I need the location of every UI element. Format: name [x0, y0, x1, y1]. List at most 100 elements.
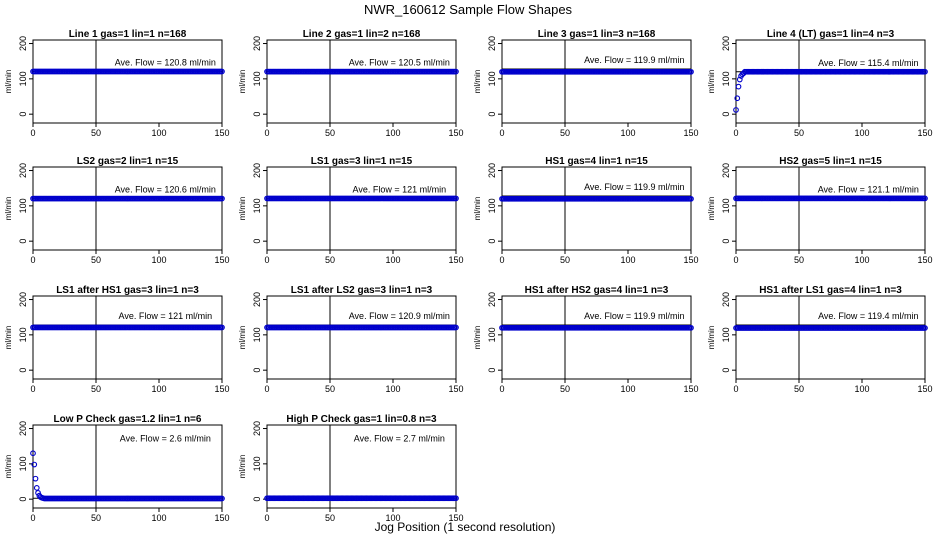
x-tick-label: 50: [794, 255, 804, 265]
plot-frame: [32, 39, 223, 124]
y-axis-label: ml/min: [707, 326, 716, 350]
data-point: [736, 76, 743, 83]
x-tick-label: 100: [385, 128, 400, 138]
y-tick-label: 100: [721, 327, 731, 342]
flow-panel: HS2 gas=5 lin=1 n=15 0 50 100 150 0 100 200 ml/m…: [707, 156, 933, 265]
flow-panel: High P Check gas=1 lin=0.8 n=3 0 50 100 150 0…: [238, 414, 464, 523]
avg-flow-label: Ave. Flow = 119.4 ml/min: [818, 311, 918, 321]
x-tick-label: 50: [794, 128, 804, 138]
x-tick-label: 0: [30, 128, 35, 138]
y-tick-label: 200: [721, 292, 731, 307]
avg-flow-label: Ave. Flow = 2.7 ml/min: [354, 434, 445, 444]
data-point: [35, 489, 41, 496]
plot-frame: [32, 166, 223, 251]
figure-title: NWR_160612 Sample Flow Shapes: [364, 2, 573, 17]
data-point: [30, 450, 36, 457]
data-points: [264, 324, 459, 331]
plot-frame: [266, 166, 457, 251]
data-point: [922, 68, 928, 75]
y-tick-label: 0: [487, 239, 497, 244]
x-tick-label: 100: [620, 255, 635, 265]
panel-title: Line 4 (LT) gas=1 lin=4 n=3: [767, 29, 895, 40]
x-tick-label: 0: [264, 255, 269, 265]
data-point: [922, 195, 928, 202]
data-point: [219, 324, 225, 331]
y-tick-label: 100: [252, 71, 262, 86]
panel-title: Line 2 gas=1 lin=2 n=168: [303, 29, 421, 40]
x-tick-label: 150: [448, 255, 463, 265]
panel-grid: Line 1 gas=1 lin=1 n=168 0 50 100 150 0 100 200…: [4, 29, 933, 523]
data-points: [733, 195, 928, 202]
panel-title: HS2 gas=5 lin=1 n=15: [779, 156, 882, 167]
avg-flow-label: Ave. Flow = 120.8 ml/min: [115, 58, 216, 68]
data-points: [499, 324, 694, 331]
data-points: [264, 195, 459, 202]
x-tick-label: 50: [560, 255, 570, 265]
x-tick-label: 150: [214, 384, 229, 394]
y-tick-label: 200: [721, 163, 731, 178]
y-tick-label: 200: [487, 36, 497, 51]
panel-title: LS2 gas=2 lin=1 n=15: [77, 156, 179, 167]
x-tick-label: 150: [917, 255, 932, 265]
x-tick-label: 150: [683, 384, 698, 394]
data-point: [31, 461, 38, 468]
y-tick-label: 0: [487, 368, 497, 373]
y-tick-label: 0: [18, 112, 28, 117]
data-point: [688, 68, 694, 75]
plot-frame: [32, 295, 223, 380]
x-tick-label: 0: [733, 128, 738, 138]
y-tick-label: 0: [252, 497, 262, 502]
y-tick-label: 0: [252, 368, 262, 373]
flow-panel: Low P Check gas=1.2 lin=1 n=6 0 50 100 150 0 1…: [4, 414, 230, 523]
data-point: [219, 495, 225, 502]
data-point: [735, 83, 742, 90]
data-point: [219, 68, 225, 75]
panel-title: LS1 gas=3 lin=1 n=15: [311, 156, 413, 167]
x-tick-label: 50: [325, 255, 335, 265]
data-point: [453, 195, 459, 202]
x-tick-label: 50: [325, 513, 335, 523]
flow-panel: HS1 gas=4 lin=1 n=15 0 50 100 150 0 100 200 ml/m…: [473, 156, 699, 265]
data-points: [499, 195, 694, 202]
flow-panel: Line 4 (LT) gas=1 lin=4 n=3 0 50 100 150 0 100…: [707, 29, 933, 138]
y-axis-label: ml/min: [238, 326, 247, 350]
panel-title: Line 3 gas=1 lin=3 n=168: [538, 29, 656, 40]
y-tick-label: 200: [252, 163, 262, 178]
x-tick-label: 150: [448, 384, 463, 394]
x-tick-label: 100: [385, 255, 400, 265]
y-tick-label: 200: [487, 163, 497, 178]
x-tick-label: 0: [264, 128, 269, 138]
y-tick-label: 0: [721, 368, 731, 373]
avg-flow-label: Ave. Flow = 119.9 ml/min: [584, 182, 684, 192]
plot-frame: [266, 424, 457, 509]
y-tick-label: 0: [18, 497, 28, 502]
panel-title: High P Check gas=1 lin=0.8 n=3: [286, 414, 437, 425]
data-point: [219, 195, 225, 202]
y-tick-label: 200: [252, 421, 262, 436]
y-axis-label: ml/min: [238, 197, 247, 221]
flow-panel: HS1 after HS2 gas=4 lin=1 n=3 0 50 100 150 0 1…: [473, 285, 699, 394]
data-point: [453, 495, 459, 502]
x-tick-label: 100: [151, 513, 166, 523]
x-tick-label: 50: [325, 128, 335, 138]
avg-flow-label: Ave. Flow = 120.5 ml/min: [349, 58, 450, 68]
avg-flow-label: Ave. Flow = 120.9 ml/min: [349, 311, 450, 321]
panel-title: HS1 gas=4 lin=1 n=15: [545, 156, 648, 167]
data-point: [32, 475, 39, 482]
flow-panel: Line 2 gas=1 lin=2 n=168 0 50 100 150 0 100 200…: [238, 29, 464, 138]
y-tick-label: 0: [252, 239, 262, 244]
y-tick-label: 0: [721, 112, 731, 117]
x-tick-label: 150: [917, 384, 932, 394]
x-tick-label: 0: [733, 384, 738, 394]
plot-frame: [735, 39, 926, 124]
data-points: [30, 324, 225, 331]
x-tick-label: 50: [560, 384, 570, 394]
y-tick-label: 100: [18, 198, 28, 213]
plot-frame: [501, 39, 692, 124]
y-tick-label: 0: [252, 112, 262, 117]
y-tick-label: 100: [721, 198, 731, 213]
data-points: [733, 68, 928, 113]
avg-flow-label: Ave. Flow = 121 ml/min: [352, 184, 446, 194]
avg-flow-label: Ave. Flow = 115.4 ml/min: [818, 58, 918, 68]
x-tick-label: 50: [91, 128, 101, 138]
